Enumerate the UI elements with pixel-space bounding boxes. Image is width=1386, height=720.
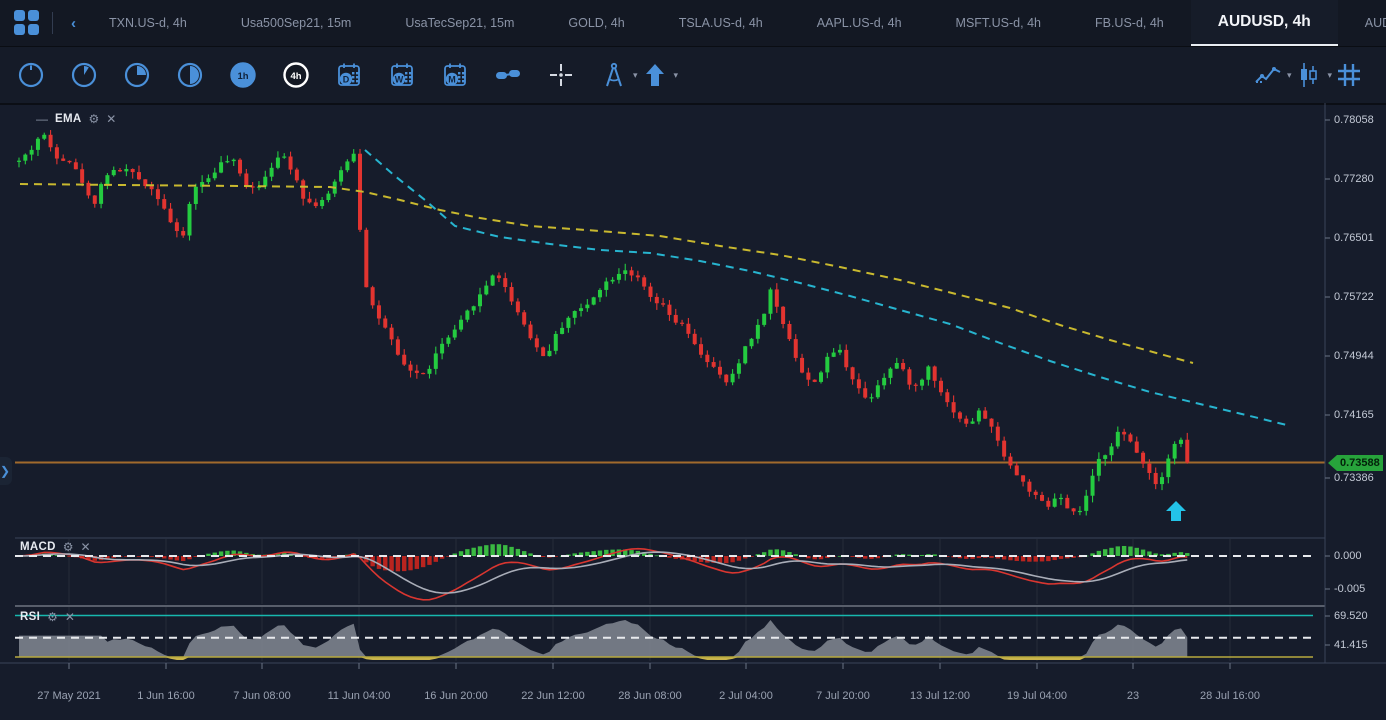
rsi-panel-series [19, 620, 1188, 660]
tab-txn.us-d[interactable]: TXN.US-d, 4h [109, 16, 187, 30]
macd-settings-gear-icon[interactable]: ⚙ [62, 540, 74, 554]
buy-signal-up-arrow-annotation[interactable] [1166, 501, 1186, 521]
time-axis-label: 2 Jul 04:00 [719, 690, 773, 702]
macd-close-icon[interactable]: ✕ [80, 540, 91, 554]
time-axis-label: 19 Jul 04:00 [1007, 690, 1067, 702]
toolbar-right-group: ▾ ▾ [1251, 58, 1386, 92]
macd-indicator-header: MACD ⚙ ✕ [20, 540, 91, 554]
indicators-icon[interactable] [1251, 58, 1285, 92]
current-price-badge-shape [1328, 455, 1383, 471]
ema-indicator-label: EMA [55, 113, 82, 125]
timeframe-1m-icon[interactable] [14, 58, 48, 92]
tabbar-divider [52, 12, 53, 34]
axis-label: -0.005 [1334, 583, 1366, 595]
workspace-grid-icon[interactable] [14, 10, 40, 36]
svg-text:4h: 4h [290, 71, 301, 82]
arrow-annotation-icon[interactable] [638, 58, 672, 92]
current-price-badge: 0.73588 [1340, 457, 1380, 469]
tab-gold[interactable]: GOLD, 4h [568, 16, 625, 30]
time-axis-label: 22 Jun 12:00 [521, 690, 585, 702]
ema-close-icon[interactable]: ✕ [106, 112, 117, 126]
chart-toolbar: 1h 4h D W M ▾ ▾ ▾ ▾ [0, 47, 1386, 105]
axis-label: 69.520 [1334, 610, 1368, 622]
crosshair-icon[interactable] [544, 58, 578, 92]
time-axis-label: 13 Jul 12:00 [910, 690, 970, 702]
axis-label: 0.75722 [1334, 291, 1374, 303]
axis-label: 0.73386 [1334, 472, 1374, 484]
chart-type-candles-caret-icon[interactable]: ▾ [1327, 69, 1332, 80]
left-panel-expander-chevron-icon[interactable]: ❯ [0, 457, 12, 485]
ema-settings-gear-icon[interactable]: ⚙ [88, 112, 100, 126]
drawing-tools-icon[interactable] [597, 58, 631, 92]
candlestick-series [17, 130, 1190, 516]
rsi-indicator-label: RSI [20, 611, 41, 623]
period-monthly-icon[interactable]: M [438, 58, 472, 92]
indicators-caret-icon[interactable]: ▾ [1286, 69, 1292, 80]
time-axis-label: 16 Jun 20:00 [424, 690, 488, 702]
svg-text:M: M [448, 74, 456, 84]
axis-label: 41.415 [1334, 639, 1368, 651]
timeframe-1h-icon[interactable]: 1h [226, 58, 260, 92]
rsi-close-icon[interactable]: ✕ [64, 610, 75, 624]
macd-panel-series [16, 544, 1190, 601]
svg-text:W: W [395, 74, 404, 84]
time-axis-label: 7 Jun 08:00 [233, 690, 291, 702]
tab-aapl.us-d[interactable]: AAPL.US-d, 4h [816, 16, 902, 30]
axis-label: 0.77280 [1334, 173, 1374, 185]
axis-label: 0.78058 [1334, 114, 1374, 126]
axis-label: 0.76501 [1334, 232, 1374, 244]
timeframe-4h-icon[interactable]: 4h [279, 58, 313, 92]
drawing-tools-caret-icon[interactable]: ▾ [633, 69, 638, 80]
time-axis-label: 23 [1126, 690, 1140, 702]
axis-label: 0.74165 [1334, 409, 1374, 421]
period-daily-icon[interactable]: D [332, 58, 366, 92]
ema-indicator-header: — EMA ⚙ ✕ [36, 112, 116, 126]
time-axis-label: 1 Jun 16:00 [137, 690, 195, 702]
tab-audusd[interactable]: AUDUSD, 4h [1190, 0, 1338, 46]
time-axis-label: 27 May 2021 [37, 690, 101, 702]
tab-tsla.us-d[interactable]: TSLA.US-d, 4h [678, 16, 763, 30]
chart-tabs: TXN.US-d, 4h Usa500Sep21, 15m UsaTecSep21,… [82, 0, 1386, 46]
tab-audnzd[interactable]: AUDNZD, 4h [1364, 16, 1386, 30]
time-axis-label: 28 Jul 16:00 [1200, 690, 1260, 702]
tab-fb.us-d[interactable]: FB.US-d, 4h [1094, 16, 1164, 30]
toolbar-left-group: 1h 4h D W M ▾ ▾ [0, 58, 678, 92]
time-axis-label: 28 Jun 08:00 [618, 690, 682, 702]
tab-msft.us-d[interactable]: MSFT.US-d, 4h [955, 16, 1041, 30]
rsi-indicator-header: RSI ⚙ ✕ [20, 610, 75, 624]
svg-text:D: D [343, 74, 350, 84]
tab-usatecsep21[interactable]: UsaTecSep21, 15m [405, 16, 515, 30]
time-axis-label: 7 Jul 20:00 [816, 690, 870, 702]
arrow-annotation-caret-icon[interactable]: ▾ [673, 69, 679, 80]
ema-slow-line [19, 183, 1194, 364]
scroll-tabs-left-icon[interactable]: ‹ [71, 14, 76, 32]
period-weekly-icon[interactable]: W [385, 58, 419, 92]
tick-chart-icon[interactable] [491, 58, 525, 92]
axis-label: 0.000 [1334, 550, 1362, 562]
timeframe-15m-icon[interactable] [120, 58, 154, 92]
chart-area[interactable]: — EMA ⚙ ✕ MACD ⚙ ✕ RSI ⚙ ✕ 0.78058 0.7728… [0, 103, 1386, 720]
svg-text:1h: 1h [237, 71, 248, 82]
chart-tab-bar: ‹ TXN.US-d, 4h Usa500Sep21, 15m UsaTecSep2… [0, 0, 1386, 47]
ema-fast-line [364, 149, 1288, 427]
macd-indicator-label: MACD [20, 541, 56, 553]
ema-minimize-icon[interactable]: — [36, 112, 48, 126]
tab-usa500sep21[interactable]: Usa500Sep21, 15m [240, 16, 352, 30]
rsi-settings-gear-icon[interactable]: ⚙ [47, 610, 58, 624]
timeframe-30m-icon[interactable] [173, 58, 207, 92]
timeframe-5m-icon[interactable] [67, 58, 101, 92]
time-axis-label: 11 Jun 04:00 [327, 690, 391, 702]
tabbar-left-controls: ‹ [0, 0, 82, 46]
chart-type-candles-icon[interactable] [1291, 58, 1325, 92]
axis-label: 0.74944 [1334, 350, 1374, 362]
grid-settings-icon[interactable] [1332, 58, 1366, 92]
